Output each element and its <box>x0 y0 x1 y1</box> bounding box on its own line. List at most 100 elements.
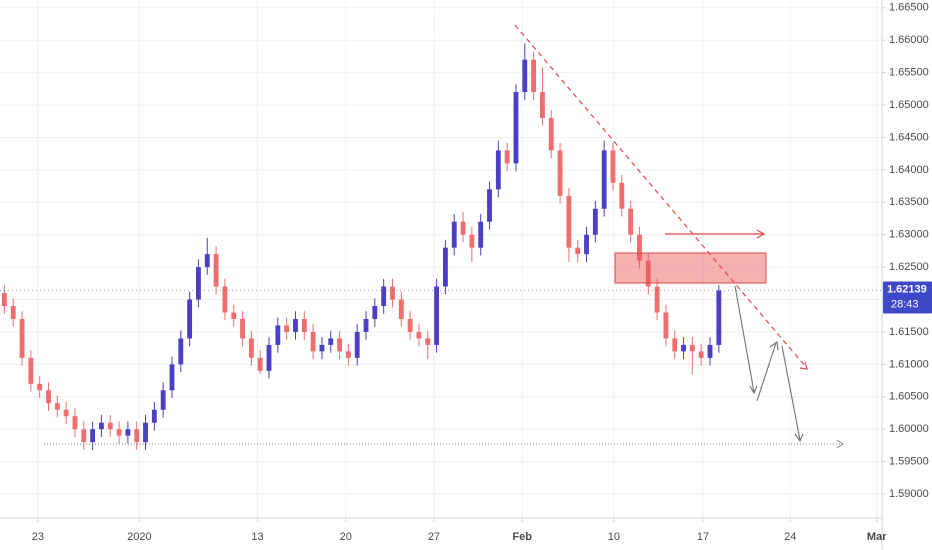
candle-body <box>310 331 316 352</box>
candle-body <box>345 351 351 358</box>
y-tick-label: 1.59500 <box>889 456 929 468</box>
y-tick-label: 1.65500 <box>889 67 929 79</box>
candle-body <box>240 318 245 339</box>
candle-body <box>363 318 369 332</box>
x-tick-label: 20 <box>340 531 352 543</box>
candle-body <box>522 59 528 93</box>
y-tick-label: 1.65000 <box>889 99 929 111</box>
candle-body <box>169 364 175 391</box>
candle-body <box>689 344 695 352</box>
candle-body <box>372 306 378 319</box>
candle-body <box>398 299 404 319</box>
grid <box>0 0 882 518</box>
y-tick-label: 1.64500 <box>889 131 929 143</box>
candle-body <box>143 422 148 443</box>
y-tick-label: 1.61000 <box>889 358 929 370</box>
candle-body <box>601 150 607 209</box>
candle-body <box>487 189 492 222</box>
candle-body <box>10 306 16 319</box>
candle-body <box>584 234 589 255</box>
y-tick-label: 1.63500 <box>889 196 929 208</box>
candle-body <box>28 357 34 384</box>
candle-body <box>275 325 281 345</box>
candle-body <box>107 422 113 430</box>
candle-body <box>231 312 237 319</box>
candle-body <box>495 150 501 190</box>
drawings <box>44 24 844 449</box>
candle-body <box>531 59 537 93</box>
candle-body <box>557 150 563 196</box>
zone <box>614 252 767 284</box>
candle-body <box>37 383 43 391</box>
candle-body <box>151 409 157 423</box>
candle-body <box>196 267 201 300</box>
candle-body <box>81 429 87 443</box>
candle-body <box>425 338 431 345</box>
x-tick-label: 23 <box>32 531 44 543</box>
candle-body <box>513 92 519 164</box>
candle-body <box>592 208 598 235</box>
candle-body <box>187 299 193 339</box>
candle-body <box>663 312 669 339</box>
x-tick-label: Mar <box>867 531 887 543</box>
candle-body <box>451 221 457 248</box>
candle-body <box>619 182 625 209</box>
candle-body <box>637 234 642 261</box>
candle-body <box>160 390 166 410</box>
candle-body <box>354 331 360 358</box>
y-tick-label: 1.64000 <box>889 164 929 176</box>
y-tick-label: 1.63000 <box>889 229 929 241</box>
candle-body <box>116 429 122 436</box>
candle-body <box>90 429 96 443</box>
candle-body <box>628 208 634 235</box>
candle-body <box>698 351 704 358</box>
candle-body <box>257 357 263 371</box>
arrow-head <box>756 229 766 239</box>
arrow-head <box>799 361 808 370</box>
candle-body <box>442 247 448 287</box>
candle-body <box>654 286 660 313</box>
last-price-label: 1.62139 <box>887 283 927 295</box>
candle-body <box>540 92 545 118</box>
y-tick-label: 1.59000 <box>889 488 929 500</box>
y-tick-label: 1.66000 <box>889 34 929 46</box>
candle-body <box>222 286 228 313</box>
candle-body <box>672 338 678 352</box>
countdown-label: 28:43 <box>891 298 919 310</box>
candle-body <box>478 221 484 248</box>
candle-body <box>337 338 342 352</box>
candle-body <box>63 409 69 417</box>
candle-body <box>72 416 78 430</box>
candle-body <box>213 254 219 287</box>
x-tick-label: 13 <box>251 531 263 543</box>
x-tick-label: 27 <box>428 531 440 543</box>
candle-body <box>407 318 413 332</box>
x-tick-label: 17 <box>697 531 709 543</box>
candle-body <box>328 338 334 345</box>
y-tick-label: 1.60000 <box>889 423 929 435</box>
candle-body <box>284 325 290 332</box>
candle-body <box>19 318 25 358</box>
candle-body <box>178 338 184 365</box>
x-tick-label: 2020 <box>127 531 151 543</box>
candle-body <box>390 286 395 300</box>
candle-body <box>716 290 722 345</box>
trend-line <box>514 24 807 368</box>
candle-body <box>610 150 616 183</box>
candle-body <box>460 221 466 235</box>
candle-body <box>548 117 554 151</box>
candle-body <box>1 293 7 307</box>
x-tick-label: 24 <box>784 531 796 543</box>
candle-body <box>301 318 307 332</box>
y-tick-label: 1.61500 <box>889 326 929 338</box>
candle-body <box>99 422 104 430</box>
candle-body <box>293 318 298 332</box>
candle-body <box>645 260 651 287</box>
candle-body <box>54 403 60 410</box>
candle-body <box>416 331 422 339</box>
candle-body <box>504 150 510 164</box>
candle-body <box>681 344 686 352</box>
candle-body <box>566 195 572 248</box>
